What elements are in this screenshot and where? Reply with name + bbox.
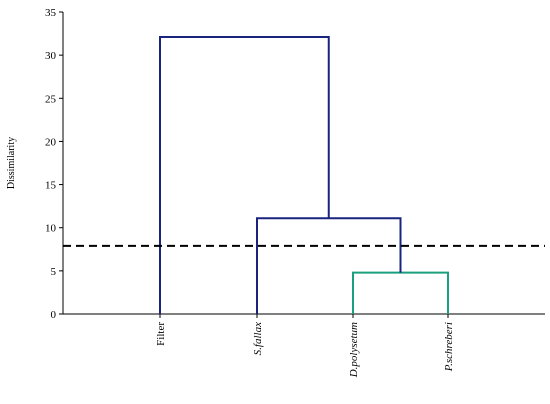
leaf-label: Filter xyxy=(155,322,167,346)
leaf-label: P.schreberi xyxy=(443,322,455,372)
dendrogram-tree xyxy=(159,36,449,314)
dendrogram-link xyxy=(256,217,402,314)
leaf-label: S.fallax xyxy=(252,322,264,355)
axis-layer: 0 5 10 15 20 25 30 35 xyxy=(45,7,545,321)
y-tick-label: 25 xyxy=(45,93,57,105)
y-tick-label: 30 xyxy=(45,50,57,62)
leaf-labels: Filter S.fallax D.polysetum P.schreberi xyxy=(155,322,455,379)
y-tick-label: 15 xyxy=(45,180,57,192)
y-tick-label: 35 xyxy=(45,7,57,19)
y-axis-title: Dissimilarity xyxy=(6,137,17,189)
dendrogram-link xyxy=(159,36,330,314)
leaf-label: D.polysetum xyxy=(348,322,360,378)
y-tick-label: 5 xyxy=(51,266,57,278)
y-tick-label: 10 xyxy=(45,223,57,235)
y-tick-label: 0 xyxy=(51,309,57,321)
dendrogram-link xyxy=(352,271,449,314)
y-tick-label: 20 xyxy=(45,136,57,148)
